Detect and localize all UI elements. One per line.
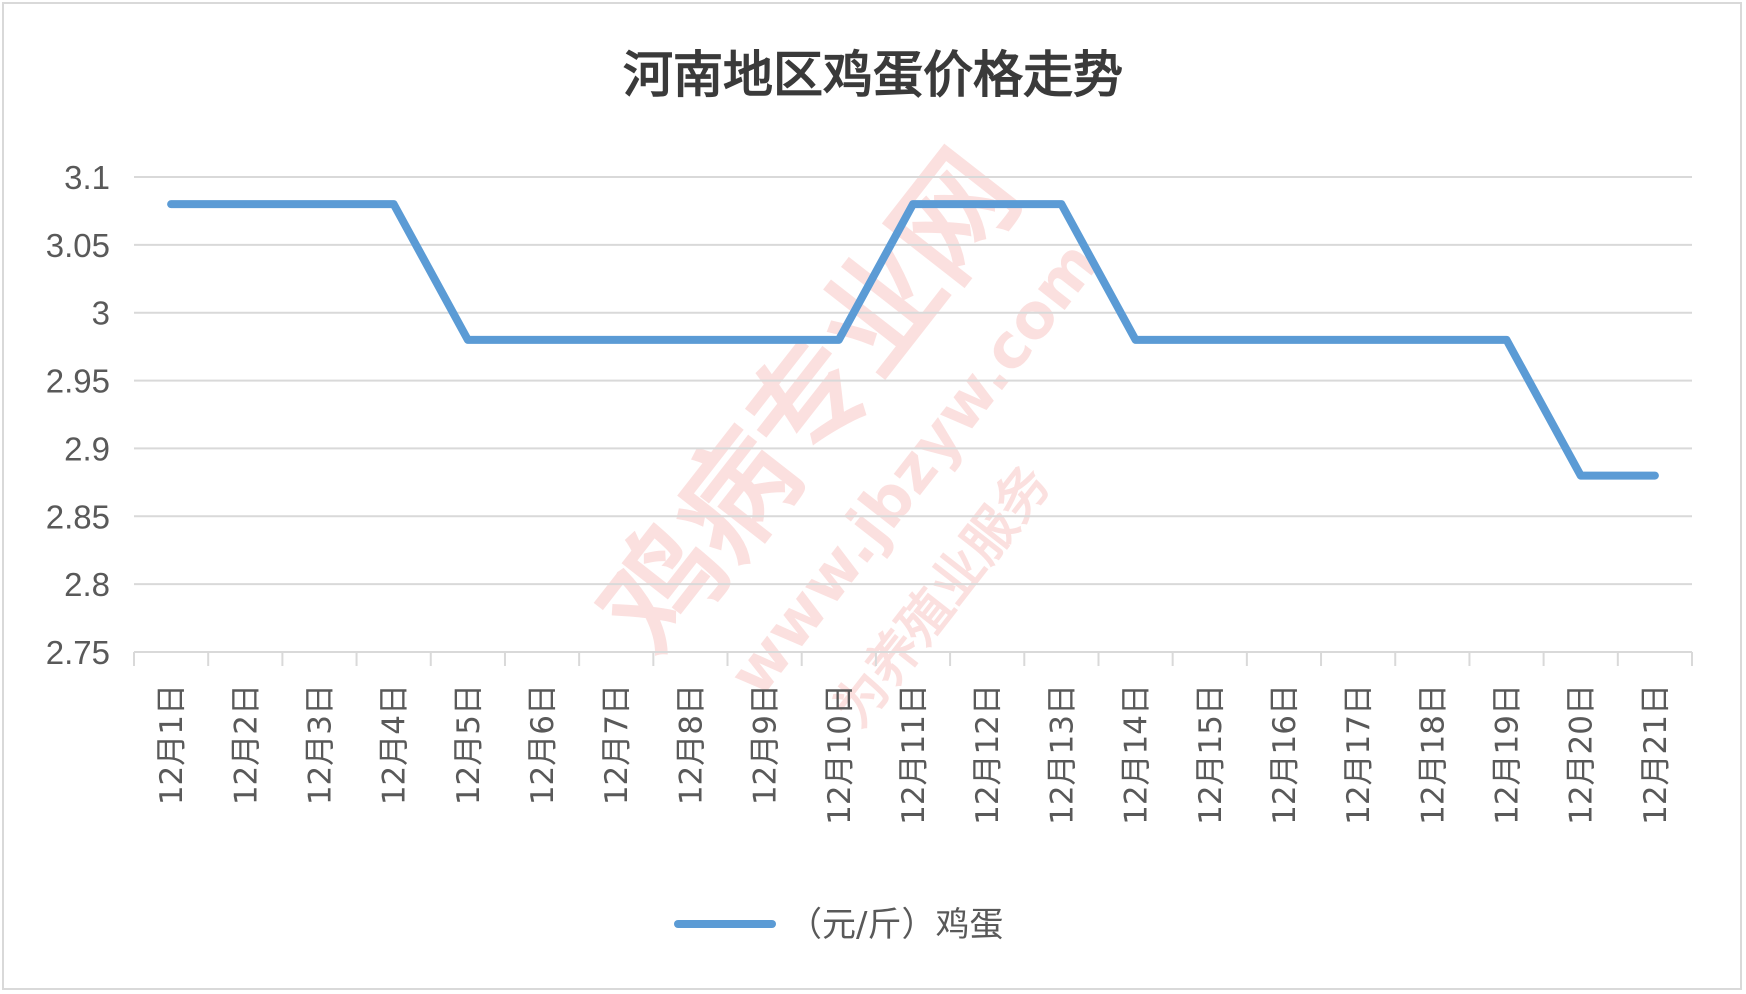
data-point — [1357, 338, 1360, 341]
x-tick-label: 12月10日 — [822, 684, 858, 825]
series-layer — [167, 200, 1659, 480]
x-tick-label: 12月16日 — [1267, 684, 1303, 825]
data-point — [541, 338, 544, 341]
data-point — [170, 203, 173, 206]
data-point — [1431, 338, 1434, 341]
y-tick-label: 3.05 — [46, 227, 110, 264]
y-tick-label: 2.85 — [46, 498, 110, 535]
x-tick-label: 12月13日 — [1044, 684, 1080, 825]
data-point — [466, 338, 469, 341]
data-point — [1282, 338, 1285, 341]
data-point — [912, 203, 914, 206]
data-point — [1505, 338, 1508, 341]
gridlines — [134, 176, 1692, 586]
x-tick-label: 12月17日 — [1341, 684, 1377, 825]
x-tick-label: 12月1日 — [154, 684, 190, 805]
x-tick-label: 12月9日 — [748, 684, 784, 805]
y-tick-label: 2.9 — [64, 430, 110, 467]
x-tick-label: 12月4日 — [377, 684, 413, 805]
y-tick-label: 2.75 — [46, 634, 110, 671]
data-point — [615, 338, 618, 341]
x-tick-label: 12月6日 — [525, 684, 561, 805]
legend-label: （元/斤）鸡蛋 — [788, 905, 1003, 945]
x-tick-label: 12月21日 — [1638, 684, 1674, 825]
x-tick-label: 12月20日 — [1564, 684, 1600, 825]
x-tick-label: 12月15日 — [1193, 684, 1229, 825]
data-point — [392, 203, 395, 206]
data-point — [763, 338, 766, 341]
data-point — [837, 338, 840, 341]
x-tick-label: 12月8日 — [673, 684, 709, 805]
data-point — [1579, 474, 1582, 477]
watermark: 鸡病专业网 www.jbzyw.com 为养殖业服务 — [573, 127, 1113, 738]
data-point — [986, 203, 989, 206]
x-tick-label: 12月11日 — [896, 684, 932, 825]
y-tick-label: 3.1 — [64, 159, 110, 196]
data-point — [1653, 474, 1656, 477]
y-tick-label: 3 — [92, 295, 110, 332]
data-point — [1208, 338, 1211, 341]
x-tick-label: 12月12日 — [970, 684, 1006, 825]
legend: （元/斤）鸡蛋 — [674, 905, 1003, 945]
x-tick-label: 12月5日 — [451, 684, 487, 805]
x-tick-label: 12月19日 — [1490, 684, 1526, 825]
y-axis: 2.75 2.8 2.85 2.9 2.95 3 3.05 3.1 — [46, 159, 110, 671]
data-point — [244, 203, 247, 206]
y-tick-label: 2.95 — [46, 363, 110, 400]
x-tick-label: 12月7日 — [599, 684, 635, 805]
data-point — [1134, 338, 1137, 341]
data-point — [1060, 203, 1063, 206]
chart-title: 河南地区鸡蛋价格走势 — [623, 45, 1123, 104]
data-point — [318, 203, 321, 206]
x-tick-label: 12月18日 — [1415, 684, 1451, 825]
data-point — [689, 338, 692, 341]
y-tick-label: 2.8 — [64, 566, 110, 603]
x-tick-label: 12月3日 — [302, 684, 338, 805]
x-tick-label: 12月2日 — [228, 684, 264, 805]
x-tick-label: 12月14日 — [1119, 684, 1155, 825]
x-axis: 12月1日 12月2日 12月3日 12月4日 12月5日 12月6日 12月7日 12月8日… — [133, 651, 1693, 825]
